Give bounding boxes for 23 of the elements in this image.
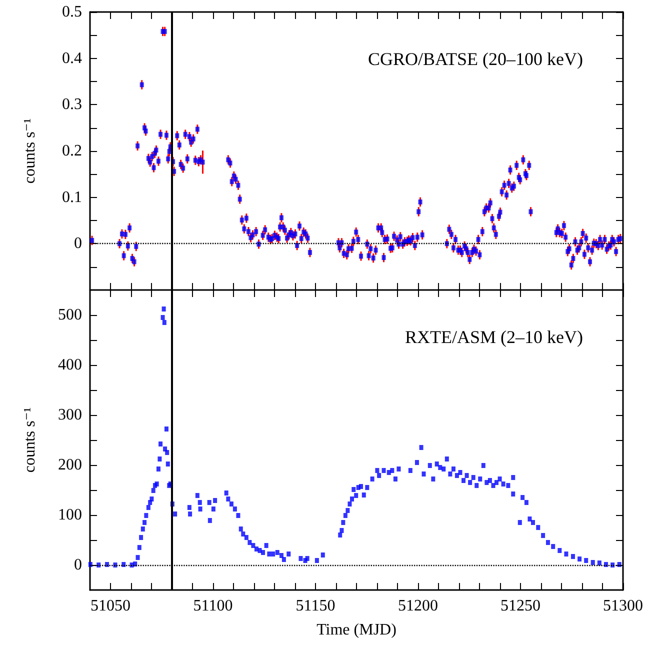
y-tick-label: 0 [74,235,82,252]
x-tick-label: 51150 [296,598,336,614]
y-tick-label: 0 [74,556,82,574]
x-tick-label: 51250 [500,598,540,614]
annotation: CGRO/BATSE (20–100 keV) [368,49,584,69]
x-tick-label: 51200 [398,598,438,614]
y-axis-title: counts s⁻¹ [22,118,38,184]
x-tick-label: 51100 [193,598,233,614]
y-tick-label: 300 [58,406,82,424]
annotation: RXTE/ASM (2–10 keV) [405,327,584,347]
y-tick-label: 400 [58,356,82,374]
x-tick-label: 51300 [603,598,643,614]
y-tick-label: 0.1 [62,188,82,206]
y-tick-label: 0.3 [62,96,82,114]
y-tick-label: 0.2 [62,142,82,160]
y-tick-label: 500 [58,306,82,324]
y-tick-label: 0.5 [62,4,82,20]
y-tick-label: 100 [58,506,82,524]
y-tick-label: 200 [58,456,82,474]
x-axis-title: Time (MJD) [316,622,396,638]
x-tick-label: 51050 [90,598,130,614]
y-tick-label: 0.4 [62,50,82,67]
y-axis-title: counts s⁻¹ [22,407,38,473]
